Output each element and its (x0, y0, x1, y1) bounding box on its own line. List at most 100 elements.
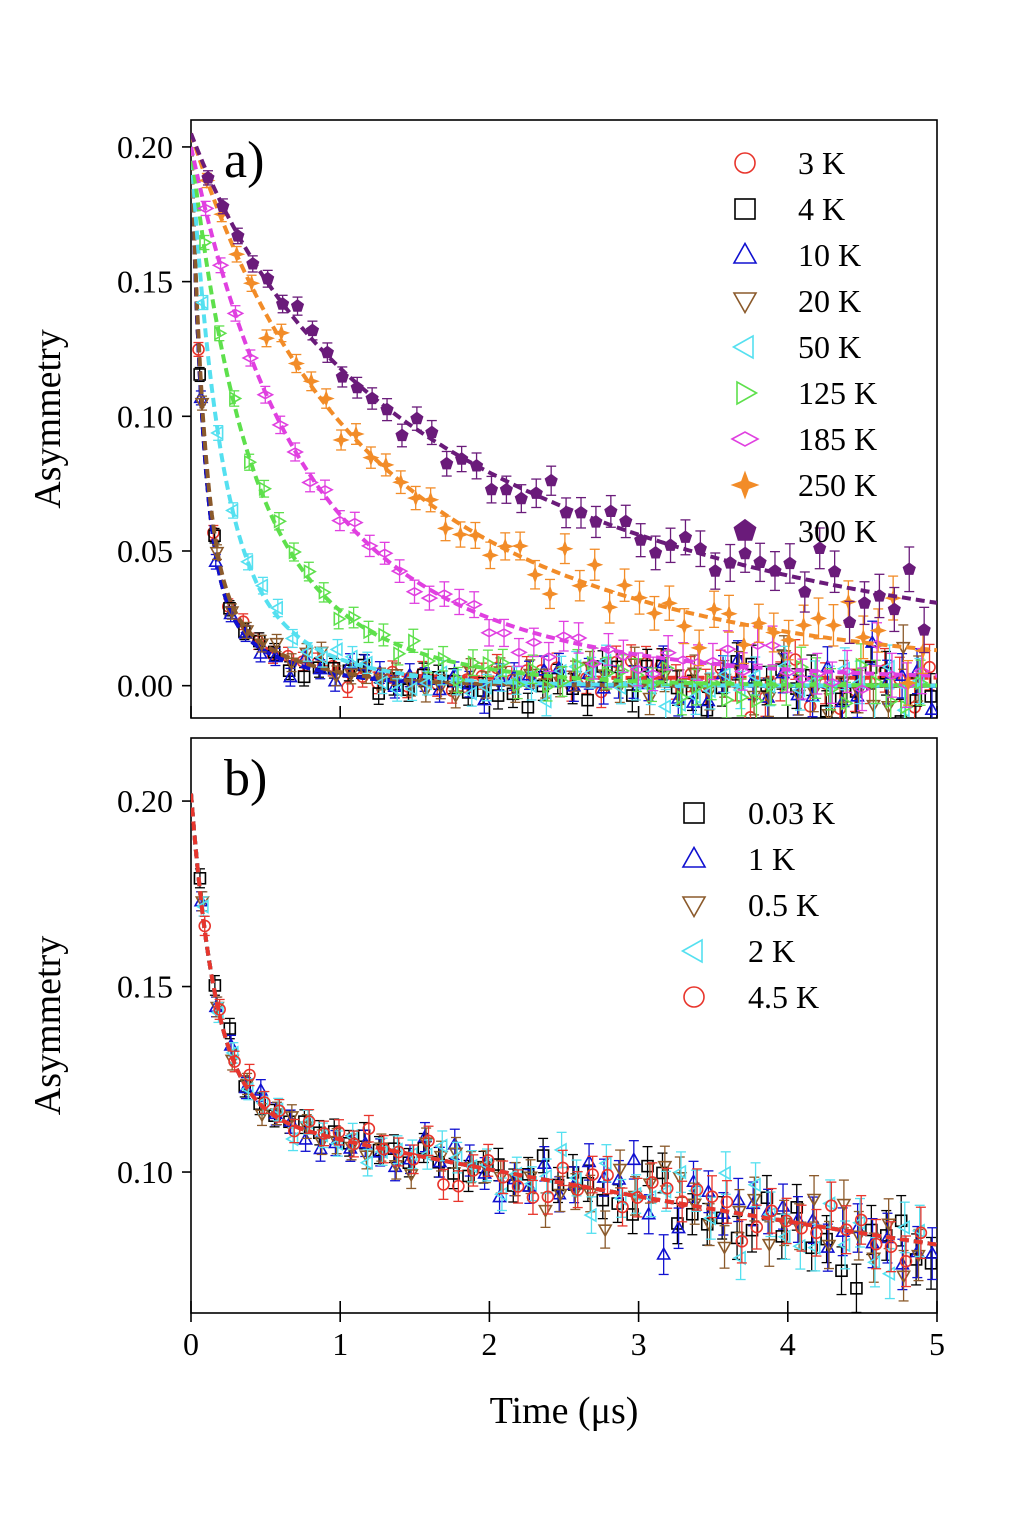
data-point (521, 701, 535, 714)
data-point (302, 372, 320, 390)
data-point (717, 666, 731, 682)
data-point (866, 699, 881, 714)
fit-line (191, 793, 937, 1247)
data-point (481, 546, 499, 564)
data-point (884, 1240, 898, 1254)
data-point (269, 600, 284, 616)
data-point (857, 596, 872, 609)
data-point (866, 1254, 881, 1270)
data-point (390, 566, 409, 576)
data-point (450, 597, 469, 607)
data-point (463, 685, 478, 701)
data-point (777, 1229, 791, 1245)
data-point (838, 666, 856, 677)
data-point (539, 652, 558, 662)
data-point (768, 564, 782, 577)
y-tick-label: 0.15 (117, 264, 173, 300)
data-point (869, 621, 887, 640)
data-point (284, 657, 299, 671)
data-point (557, 674, 571, 689)
data-point (299, 644, 313, 660)
data-point (254, 638, 270, 652)
data-point (872, 588, 886, 602)
data-point (392, 1145, 405, 1159)
data-point (553, 1188, 568, 1202)
data-point (675, 617, 693, 635)
data-point (422, 491, 440, 509)
data-point (765, 623, 783, 642)
data-point (435, 589, 454, 599)
data-point (717, 1241, 732, 1255)
data-point (389, 682, 403, 698)
data-point (512, 677, 526, 693)
data-point (626, 1208, 639, 1221)
data-point (793, 674, 812, 684)
data-point (419, 675, 433, 691)
data-point (329, 642, 343, 657)
series-185-K (191, 146, 937, 712)
data-point (347, 1137, 361, 1151)
data-point (495, 628, 513, 638)
fit-line (191, 132, 937, 605)
x-tick-label: 0 (183, 1326, 199, 1362)
data-point (286, 447, 304, 457)
data-point (273, 513, 288, 529)
data-point (599, 644, 618, 655)
data-point (644, 669, 663, 679)
legend-label: 50 K (798, 329, 861, 365)
y-tick-label: 0.00 (117, 668, 173, 704)
data-point (702, 683, 716, 699)
data-point (839, 1223, 853, 1237)
data-point (526, 1191, 540, 1204)
data-point (571, 1183, 585, 1196)
data-point (425, 425, 439, 439)
data-point (798, 585, 812, 598)
legend-marker (730, 431, 760, 447)
data-point (433, 1150, 449, 1165)
data-point (380, 402, 394, 416)
data-point (510, 647, 528, 658)
data-point (641, 1159, 654, 1173)
data-point (821, 1239, 837, 1253)
data-point (317, 389, 335, 408)
data-point (496, 1171, 510, 1184)
data-point (209, 546, 225, 561)
data-point (392, 473, 410, 491)
data-point (493, 670, 507, 686)
data-point (581, 693, 594, 707)
data-point (314, 650, 328, 665)
data-point (437, 651, 452, 667)
data-point (596, 1193, 610, 1207)
data-point (837, 1237, 851, 1253)
data-point (362, 449, 380, 467)
data-point (272, 324, 291, 342)
data-point (843, 615, 857, 628)
data-point (210, 425, 224, 441)
data-point (568, 1170, 582, 1186)
data-point (542, 679, 556, 694)
data-point (611, 1171, 627, 1185)
data-point (813, 541, 827, 554)
data-point (335, 369, 349, 383)
data-point (451, 525, 470, 544)
data-point (584, 658, 603, 669)
data-point (434, 1138, 448, 1154)
data-point (365, 391, 379, 405)
data-point (374, 675, 388, 691)
data-point (359, 1150, 374, 1164)
legend-label: 125 K (798, 375, 877, 411)
data-point (747, 668, 761, 684)
data-point (601, 598, 619, 616)
data-point (243, 1068, 256, 1082)
data-point (303, 564, 317, 579)
legend-marker (732, 292, 758, 315)
data-point (478, 680, 492, 695)
data-point (224, 606, 240, 620)
data-point (671, 1220, 686, 1234)
data-point (253, 1082, 269, 1096)
data-point (809, 609, 828, 627)
data-point (747, 1177, 761, 1193)
data-point (885, 693, 899, 709)
y-axis-title: Asymmetry (27, 329, 69, 508)
